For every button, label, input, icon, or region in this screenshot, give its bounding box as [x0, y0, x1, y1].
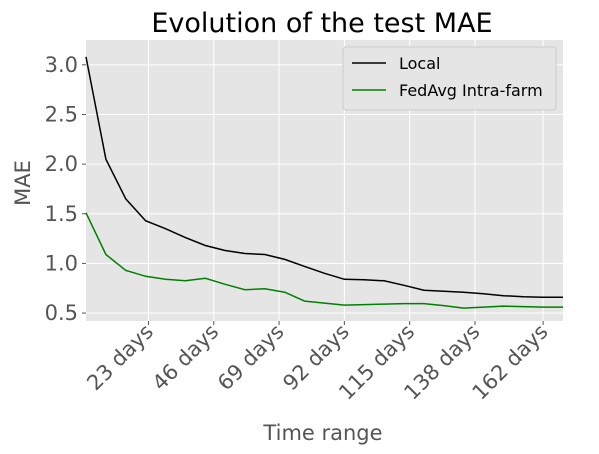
y-tick-label: 1.0	[45, 251, 78, 275]
y-tick-label: 2.5	[45, 102, 78, 126]
series-line-fedavg-intra-farm	[85, 212, 563, 309]
x-tick-label: 162 days	[468, 320, 553, 405]
grid	[86, 40, 563, 321]
legend: Local FedAvg Intra-farm	[342, 46, 557, 111]
series-group	[85, 56, 563, 309]
x-axis-label: Time range	[262, 421, 382, 445]
series-line-local	[85, 56, 563, 298]
x-tick-label: 23 days	[82, 320, 158, 396]
x-tick-label: 69 days	[213, 320, 289, 396]
y-ticks: 0.5 1.0 1.5 2.0 2.5 3.0	[45, 53, 86, 325]
x-tick-label: 46 days	[148, 320, 224, 396]
legend-label-fedavg: FedAvg Intra-farm	[399, 81, 543, 100]
y-tick-label: 0.5	[45, 301, 78, 325]
legend-label-local: Local	[399, 54, 440, 73]
legend-box	[342, 46, 557, 111]
y-axis-label: MAE	[11, 160, 35, 206]
chart-title: Evolution of the test MAE	[151, 8, 492, 39]
y-tick-label: 3.0	[45, 53, 78, 77]
y-tick-label: 2.0	[45, 152, 78, 176]
y-tick-label: 1.5	[45, 202, 78, 226]
